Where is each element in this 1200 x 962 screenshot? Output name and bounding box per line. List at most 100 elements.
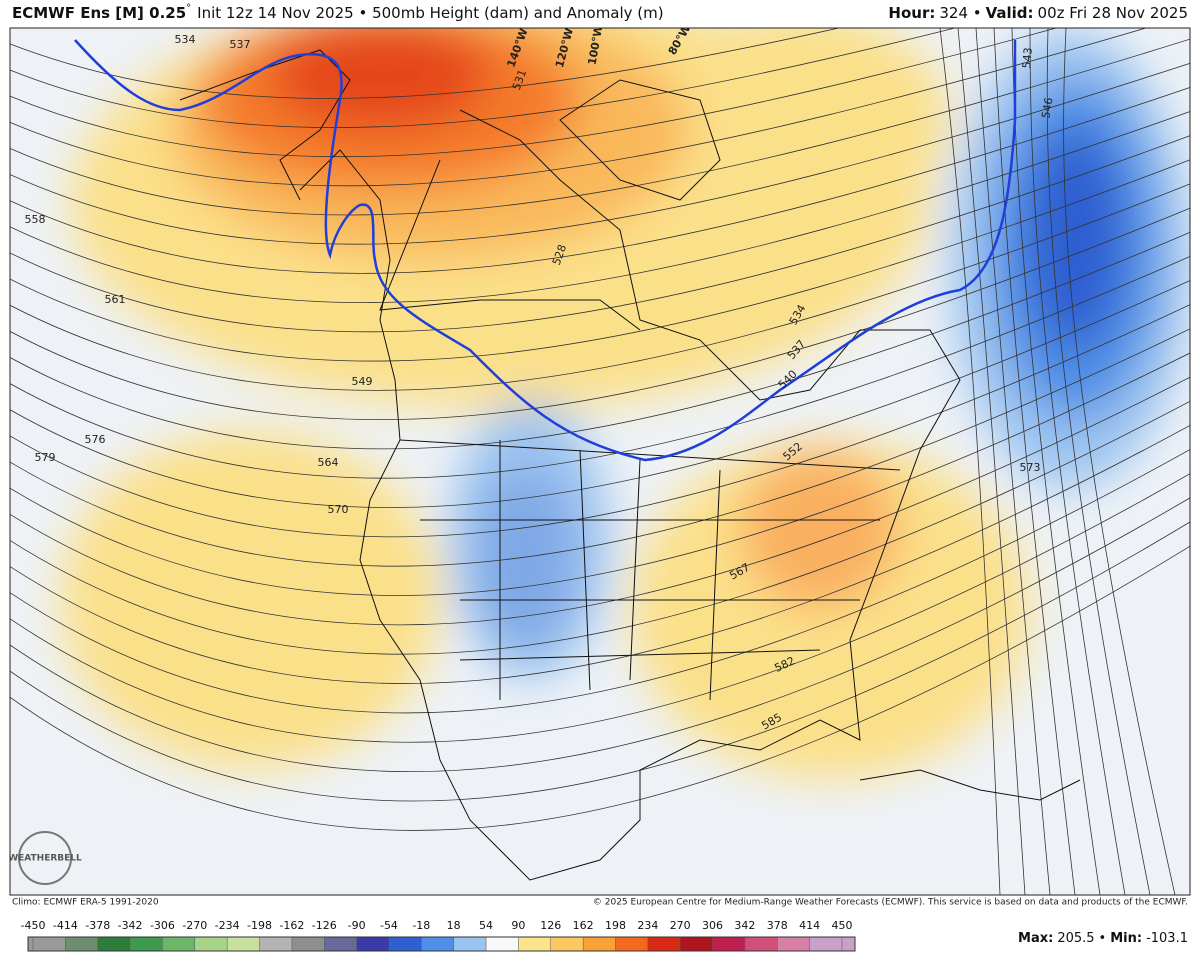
contour-line bbox=[10, 304, 1190, 538]
contour-line bbox=[1046, 28, 1151, 895]
contour-line bbox=[939, 28, 1001, 895]
colorbar-tick-label: 342 bbox=[734, 919, 755, 932]
contour-label: 543 bbox=[1020, 47, 1035, 69]
colorbar-tick-label: 306 bbox=[702, 919, 723, 932]
colorbar-swatch bbox=[647, 937, 681, 951]
colorbar-tick-label: -234 bbox=[215, 919, 240, 932]
colorbar-tick-label: 18 bbox=[447, 919, 461, 932]
colorbar-swatch bbox=[194, 937, 228, 951]
contour-label: 537 bbox=[230, 38, 251, 51]
contour-line bbox=[993, 28, 1076, 895]
height-contours bbox=[10, 28, 1190, 895]
contour-line bbox=[10, 352, 1190, 596]
colorbar-swatch bbox=[615, 937, 648, 951]
contour-546 bbox=[74, 39, 1017, 462]
contour-line bbox=[10, 255, 1190, 479]
colorbar-swatch bbox=[162, 937, 195, 951]
contour-label: 570 bbox=[328, 503, 349, 516]
colorbar-tick-label: -306 bbox=[150, 919, 175, 932]
colorbar-tick-label: -450 bbox=[21, 919, 46, 932]
colorbar-tick-label: 270 bbox=[670, 919, 691, 932]
colorbar-tick-label: 162 bbox=[573, 919, 594, 932]
contour-label: 561 bbox=[105, 293, 126, 306]
header-valid: Hour: 324 • Valid: 00z Fri 28 Nov 2025 bbox=[888, 4, 1188, 22]
contour-label: 576 bbox=[85, 433, 106, 446]
contour-line bbox=[1029, 28, 1126, 895]
title: ECMWF Ens [M] 0.25 bbox=[12, 4, 186, 22]
separator: • bbox=[1099, 931, 1107, 946]
contour-line bbox=[10, 38, 1190, 216]
colorbar-tick-label: -342 bbox=[118, 919, 143, 932]
colorbar-swatch bbox=[130, 937, 163, 951]
colorbar-tick-label: 90 bbox=[511, 919, 525, 932]
contour-line bbox=[10, 473, 1190, 743]
contour-label: 558 bbox=[25, 213, 46, 226]
contour-line bbox=[10, 28, 957, 128]
max-value: 205.5 bbox=[1057, 931, 1094, 946]
contour-line bbox=[957, 28, 1026, 895]
max-label: Max: bbox=[1018, 931, 1053, 946]
colorbar-end bbox=[842, 937, 855, 951]
colorbar-tick-label: 126 bbox=[540, 919, 561, 932]
contour-label: 546 bbox=[1039, 96, 1055, 119]
colorbar-tick-label: -90 bbox=[348, 919, 366, 932]
contour-line bbox=[10, 280, 1190, 508]
map: 534 537 531 558 561 549 576 579 564 570 … bbox=[8, 28, 1190, 895]
colorbar-tick-label: -54 bbox=[380, 919, 398, 932]
contour-line bbox=[10, 62, 1190, 245]
contour-line bbox=[10, 207, 1190, 421]
colorbar-tick-label: 378 bbox=[767, 919, 788, 932]
logo: WEATHERBELL bbox=[8, 854, 82, 864]
colorbar-swatch bbox=[583, 937, 616, 951]
colorbar-swatch bbox=[453, 937, 487, 951]
colorbar-swatch bbox=[65, 937, 98, 951]
contour-line bbox=[10, 424, 1190, 684]
colorbar-swatch bbox=[324, 937, 357, 951]
min-value: -103.1 bbox=[1146, 931, 1188, 946]
hour-label: Hour: bbox=[888, 4, 935, 22]
contour-label: 579 bbox=[35, 451, 56, 464]
colorbar-tick-label: 198 bbox=[605, 919, 626, 932]
valid-label: Valid: bbox=[986, 4, 1034, 22]
colorbar-tick-label: -270 bbox=[182, 919, 207, 932]
copyright: © 2025 European Centre for Medium-Range … bbox=[593, 898, 1188, 908]
colorbar: -450 -414 -378 -342 -306 -270 -234 -198 -162 -126… bbox=[21, 919, 856, 952]
colorbar-tick-label: -162 bbox=[279, 919, 304, 932]
contour-label: 549 bbox=[352, 375, 373, 388]
colorbar-end bbox=[28, 937, 33, 951]
hour: 324 • bbox=[939, 4, 981, 22]
degree: ° bbox=[186, 3, 191, 14]
colorbar-tick-label: -18 bbox=[412, 919, 430, 932]
colorbar-tick-label: -198 bbox=[247, 919, 272, 932]
valid: 00z Fri 28 Nov 2025 bbox=[1038, 4, 1188, 22]
colorbar-swatch bbox=[33, 937, 66, 951]
colorbar-swatch bbox=[388, 937, 422, 951]
contour-label: 573 bbox=[1020, 461, 1041, 474]
contour-line bbox=[10, 521, 1190, 802]
contour-line bbox=[10, 376, 1190, 626]
colorbar-swatch bbox=[97, 937, 131, 951]
contour-line bbox=[1063, 28, 1176, 895]
contour-line bbox=[10, 28, 1148, 187]
colorbar-swatch bbox=[356, 937, 389, 951]
contour-line bbox=[10, 28, 1059, 158]
colorbar-frame bbox=[27, 936, 856, 952]
colorbar-swatch bbox=[809, 937, 842, 951]
colorbar-swatch bbox=[744, 937, 778, 951]
colorbar-swatch bbox=[227, 937, 260, 951]
colorbar-swatch bbox=[550, 937, 584, 951]
contour-line bbox=[10, 111, 1190, 303]
colorbar-swatch bbox=[486, 937, 519, 951]
colorbar-tick-label: 414 bbox=[799, 919, 820, 932]
contour-line bbox=[10, 231, 1190, 450]
contour-line bbox=[10, 183, 1190, 391]
contour-line bbox=[10, 400, 1190, 655]
logo-mark bbox=[18, 831, 72, 885]
contour-label: 564 bbox=[318, 456, 339, 469]
contour-line bbox=[10, 86, 1190, 274]
colorbar-swatch bbox=[518, 937, 551, 951]
colorbar-tick-label: 234 bbox=[637, 919, 658, 932]
min-label: Min: bbox=[1110, 931, 1142, 946]
colorbar-tick-label: 54 bbox=[479, 919, 493, 932]
colorbar-tick-label: -378 bbox=[85, 919, 110, 932]
